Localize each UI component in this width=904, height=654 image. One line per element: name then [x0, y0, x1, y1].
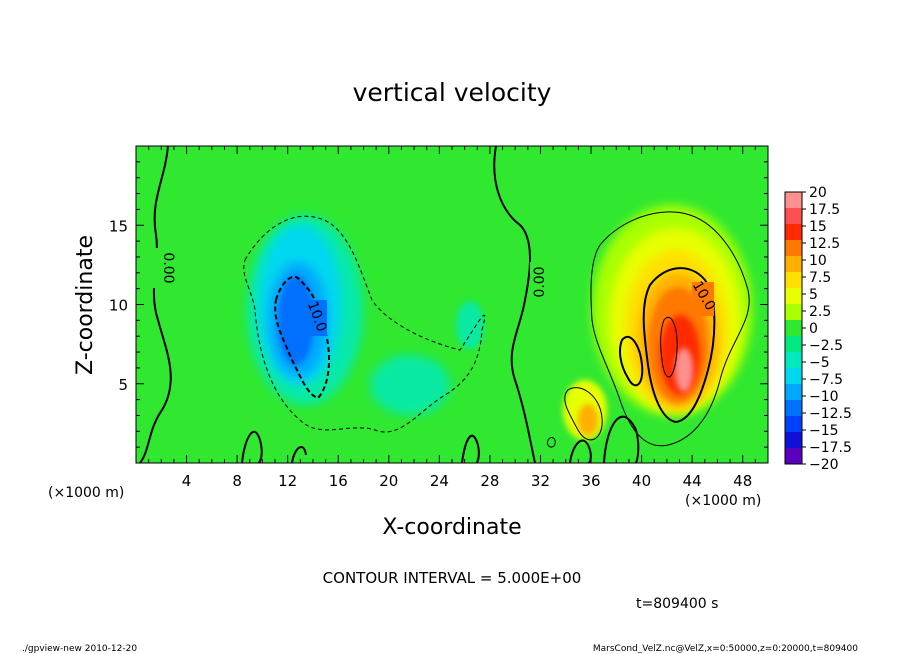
x-tick-label: 12: [278, 472, 297, 490]
contour-plus15: [660, 317, 678, 378]
dashed-contour-outer: [243, 215, 486, 433]
colorbar-label: −12.5: [809, 406, 852, 422]
colorbar-label: −15: [809, 423, 839, 439]
dashed-contour-inner: [274, 275, 330, 400]
x-unit-right: (×1000 m): [685, 493, 761, 509]
x-tick-label: 32: [531, 472, 550, 490]
x-tick-label: 16: [329, 472, 348, 490]
colorbar-swatch: [785, 448, 802, 465]
y-tick-label: 10: [109, 297, 128, 315]
x-tick-label: 8: [232, 472, 242, 490]
contour-interval-text: CONTOUR INTERVAL = 5.000E+00: [323, 569, 582, 587]
colorbar-label: 17.5: [809, 202, 840, 218]
colorbar-swatch: [785, 256, 802, 273]
colorbar-swatch: [785, 272, 802, 289]
colorbar-swatch: [785, 240, 802, 257]
x-tick-label: 4: [182, 472, 192, 490]
colorbar-label: 5: [809, 287, 818, 303]
colorbar-label: 15: [809, 219, 827, 235]
x-unit-left: (×1000 m): [48, 485, 124, 501]
contour-plus10-small: [619, 335, 644, 387]
x-tick-label: 48: [733, 472, 752, 490]
x-tick-label: 36: [581, 472, 600, 490]
colorbar-swatch: [785, 224, 802, 241]
contour-lines: [139, 146, 750, 463]
colorbar-label: 12.5: [809, 236, 840, 252]
x-tick-label: 40: [632, 472, 651, 490]
time-text: t=809400 s: [636, 596, 718, 612]
contour-label-zero-left: 0.00: [160, 252, 176, 283]
y-axis-label: Z-coordinate: [73, 235, 98, 375]
x-tick-label: 24: [430, 472, 449, 490]
colorbar-swatch: [785, 288, 802, 305]
contour-labels: 0.00 10.0 0.00 10.0: [150, 248, 718, 336]
contour-plus5: [590, 211, 750, 447]
x-tick-label: 28: [480, 472, 499, 490]
colorbar-label: 7.5: [809, 270, 831, 286]
colorbar-swatch: [785, 400, 802, 417]
colorbar-label: 2.5: [809, 304, 831, 320]
colorbar-label: −7.5: [809, 372, 843, 388]
colorbar-label: −17.5: [809, 440, 852, 456]
colorbar-swatch: [785, 352, 802, 369]
colorbar-swatch: [785, 416, 802, 433]
y-tick-label: 15: [109, 217, 128, 235]
y-tick-label: 5: [118, 376, 128, 394]
colorbar-swatch: [785, 208, 802, 225]
colorbar-swatch: [785, 432, 802, 449]
contour-small-updraft: [564, 387, 603, 441]
heatmap-field: 0.00 10.0 0.00 10.0: [136, 146, 768, 463]
downdraft-region: [247, 215, 484, 415]
contour-label-zero-middle: 0.00: [532, 266, 548, 297]
colorbar-swatch: [785, 304, 802, 321]
colorbar-label: 10: [809, 253, 827, 269]
colorbar: 2017.51512.5107.552.50−2.5−5−7.5−10−12.5…: [784, 185, 852, 473]
colorbar-label: −10: [809, 389, 839, 405]
colorbar-swatch: [785, 336, 802, 353]
zero-contour-left: [139, 146, 172, 463]
zero-contour-middle: [493, 146, 536, 463]
colorbar-swatch: [785, 320, 802, 337]
colorbar-label: −5: [809, 355, 830, 371]
contour-plus10: [642, 267, 716, 424]
colorbar-label: 0: [809, 321, 818, 337]
colorbar-label: −20: [809, 457, 839, 473]
chart-title: vertical velocity: [353, 78, 552, 107]
x-axis-label: X-coordinate: [382, 515, 521, 540]
colorbar-label: −2.5: [809, 338, 843, 354]
colorbar-swatch: [785, 368, 802, 385]
footer-left: ./gpview-new 2010-12-20: [22, 644, 137, 654]
colorbar-label: 20: [809, 185, 827, 201]
colorbar-swatch: [785, 192, 802, 209]
colorbar-swatch: [785, 384, 802, 401]
y-axis: 5 10 15: [109, 161, 768, 448]
footer-right: MarsCond_VelZ.nc@VelZ,x=0:50000,z=0:2000…: [593, 644, 858, 654]
x-axis: 4 8 12 16 20 24 28 32 36 40 44 48: [148, 146, 756, 490]
x-tick-label: 44: [683, 472, 702, 490]
x-tick-label: 20: [379, 472, 398, 490]
